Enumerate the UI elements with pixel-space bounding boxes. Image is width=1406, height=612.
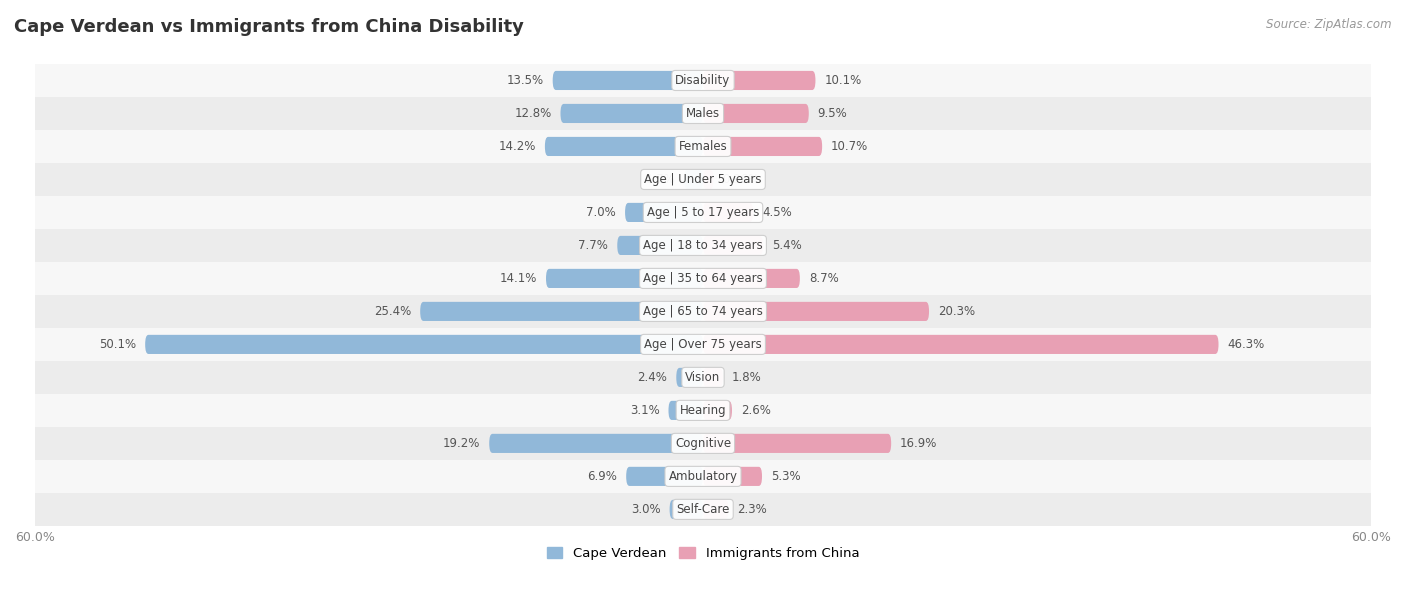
FancyBboxPatch shape xyxy=(703,467,762,486)
Text: Age | 5 to 17 years: Age | 5 to 17 years xyxy=(647,206,759,219)
Text: 8.7%: 8.7% xyxy=(808,272,838,285)
FancyBboxPatch shape xyxy=(668,401,703,420)
FancyBboxPatch shape xyxy=(35,493,1371,526)
Text: 9.5%: 9.5% xyxy=(818,107,848,120)
Text: Vision: Vision xyxy=(685,371,721,384)
Text: 10.1%: 10.1% xyxy=(824,74,862,87)
Text: 1.7%: 1.7% xyxy=(645,173,675,186)
FancyBboxPatch shape xyxy=(703,302,929,321)
FancyBboxPatch shape xyxy=(489,434,703,453)
Text: 7.0%: 7.0% xyxy=(586,206,616,219)
FancyBboxPatch shape xyxy=(145,335,703,354)
FancyBboxPatch shape xyxy=(703,269,800,288)
Text: Disability: Disability xyxy=(675,74,731,87)
FancyBboxPatch shape xyxy=(553,71,703,90)
Text: 13.5%: 13.5% xyxy=(506,74,544,87)
Text: 2.6%: 2.6% xyxy=(741,404,770,417)
FancyBboxPatch shape xyxy=(546,269,703,288)
Text: Males: Males xyxy=(686,107,720,120)
Text: 10.7%: 10.7% xyxy=(831,140,869,153)
Text: 3.0%: 3.0% xyxy=(631,503,661,516)
Text: 50.1%: 50.1% xyxy=(100,338,136,351)
Legend: Cape Verdean, Immigrants from China: Cape Verdean, Immigrants from China xyxy=(541,542,865,565)
Text: 14.1%: 14.1% xyxy=(499,272,537,285)
Text: Hearing: Hearing xyxy=(679,404,727,417)
Text: 4.5%: 4.5% xyxy=(762,206,792,219)
FancyBboxPatch shape xyxy=(703,500,728,519)
FancyBboxPatch shape xyxy=(35,394,1371,427)
FancyBboxPatch shape xyxy=(35,229,1371,262)
Text: Cape Verdean vs Immigrants from China Disability: Cape Verdean vs Immigrants from China Di… xyxy=(14,18,524,36)
FancyBboxPatch shape xyxy=(561,104,703,123)
FancyBboxPatch shape xyxy=(35,262,1371,295)
Text: 20.3%: 20.3% xyxy=(938,305,974,318)
Text: 5.3%: 5.3% xyxy=(770,470,800,483)
Text: Age | Over 75 years: Age | Over 75 years xyxy=(644,338,762,351)
FancyBboxPatch shape xyxy=(35,427,1371,460)
FancyBboxPatch shape xyxy=(703,335,1219,354)
Text: 16.9%: 16.9% xyxy=(900,437,938,450)
FancyBboxPatch shape xyxy=(685,170,703,189)
FancyBboxPatch shape xyxy=(617,236,703,255)
FancyBboxPatch shape xyxy=(703,71,815,90)
Text: 0.96%: 0.96% xyxy=(723,173,759,186)
Text: Source: ZipAtlas.com: Source: ZipAtlas.com xyxy=(1267,18,1392,31)
FancyBboxPatch shape xyxy=(35,64,1371,97)
Text: 2.4%: 2.4% xyxy=(637,371,668,384)
Text: 3.1%: 3.1% xyxy=(630,404,659,417)
Text: Self-Care: Self-Care xyxy=(676,503,730,516)
Text: 5.4%: 5.4% xyxy=(772,239,801,252)
FancyBboxPatch shape xyxy=(626,203,703,222)
FancyBboxPatch shape xyxy=(703,236,763,255)
Text: 7.7%: 7.7% xyxy=(578,239,609,252)
Text: Age | 35 to 64 years: Age | 35 to 64 years xyxy=(643,272,763,285)
FancyBboxPatch shape xyxy=(703,401,733,420)
FancyBboxPatch shape xyxy=(35,328,1371,361)
Text: Cognitive: Cognitive xyxy=(675,437,731,450)
Text: 46.3%: 46.3% xyxy=(1227,338,1264,351)
FancyBboxPatch shape xyxy=(420,302,703,321)
Text: 6.9%: 6.9% xyxy=(588,470,617,483)
Text: 14.2%: 14.2% xyxy=(499,140,536,153)
FancyBboxPatch shape xyxy=(703,434,891,453)
Text: Ambulatory: Ambulatory xyxy=(668,470,738,483)
FancyBboxPatch shape xyxy=(703,104,808,123)
FancyBboxPatch shape xyxy=(35,295,1371,328)
FancyBboxPatch shape xyxy=(35,97,1371,130)
FancyBboxPatch shape xyxy=(35,460,1371,493)
Text: 12.8%: 12.8% xyxy=(515,107,551,120)
FancyBboxPatch shape xyxy=(35,163,1371,196)
FancyBboxPatch shape xyxy=(546,137,703,156)
FancyBboxPatch shape xyxy=(703,170,714,189)
FancyBboxPatch shape xyxy=(676,368,703,387)
Text: Age | Under 5 years: Age | Under 5 years xyxy=(644,173,762,186)
Text: Age | 18 to 34 years: Age | 18 to 34 years xyxy=(643,239,763,252)
Text: Females: Females xyxy=(679,140,727,153)
FancyBboxPatch shape xyxy=(669,500,703,519)
Text: 1.8%: 1.8% xyxy=(733,371,762,384)
Text: 19.2%: 19.2% xyxy=(443,437,481,450)
FancyBboxPatch shape xyxy=(703,137,823,156)
FancyBboxPatch shape xyxy=(35,196,1371,229)
FancyBboxPatch shape xyxy=(626,467,703,486)
FancyBboxPatch shape xyxy=(35,361,1371,394)
Text: 25.4%: 25.4% xyxy=(374,305,412,318)
Text: Age | 65 to 74 years: Age | 65 to 74 years xyxy=(643,305,763,318)
FancyBboxPatch shape xyxy=(703,368,723,387)
Text: 2.3%: 2.3% xyxy=(738,503,768,516)
FancyBboxPatch shape xyxy=(35,130,1371,163)
FancyBboxPatch shape xyxy=(703,203,754,222)
